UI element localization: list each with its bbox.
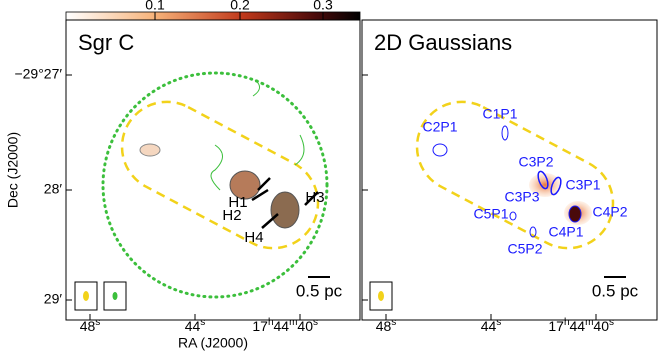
gaussian-label: C3P1 bbox=[565, 177, 600, 193]
tick-part: h bbox=[268, 317, 274, 328]
gaussian-label: C5P2 bbox=[507, 241, 542, 257]
panel-frame bbox=[361, 19, 658, 321]
beam-box bbox=[103, 281, 127, 311]
gaussian-label: C5P1 bbox=[473, 206, 508, 222]
gaussian-label: C2P1 bbox=[422, 119, 457, 135]
colorbar-tick-label: 0.2 bbox=[230, 0, 250, 13]
source-label: H3 bbox=[305, 189, 324, 206]
beam-box bbox=[74, 281, 98, 311]
tick-part: 48 bbox=[376, 318, 392, 334]
scale-label: 0.5 pc bbox=[592, 281, 639, 300]
colorbar bbox=[65, 11, 361, 21]
scale-label: 0.5 pc bbox=[296, 281, 343, 300]
y-tick-label: −29°27′ bbox=[14, 66, 62, 82]
x-tick-label: 17h44m40s bbox=[252, 317, 318, 334]
blob bbox=[529, 173, 561, 197]
source-label: H2 bbox=[222, 207, 241, 224]
gaussian bbox=[432, 143, 448, 157]
y-axis-label: Dec (J2000) bbox=[5, 132, 21, 208]
x-tick-label: 17h44m40s bbox=[548, 317, 614, 334]
circle bbox=[101, 71, 329, 299]
tick-part: 44 bbox=[274, 318, 290, 334]
panels bbox=[65, 19, 658, 321]
source-label: H1 bbox=[228, 194, 247, 211]
beam bbox=[83, 291, 89, 301]
beam bbox=[378, 291, 384, 301]
panel-title: Sgr C bbox=[78, 30, 134, 55]
tick-part: s bbox=[496, 317, 501, 328]
tick-part: s bbox=[313, 317, 318, 328]
gaussian bbox=[529, 226, 537, 238]
blob bbox=[229, 170, 261, 200]
y-tick-label: 29′ bbox=[44, 291, 63, 307]
blob bbox=[270, 191, 300, 229]
y-tick-label: 28′ bbox=[44, 181, 63, 197]
gaussian bbox=[568, 205, 582, 223]
blob bbox=[139, 143, 161, 157]
tick-part: s bbox=[200, 317, 205, 328]
pill bbox=[415, 100, 615, 250]
panel-title: 2D Gaussians bbox=[374, 30, 512, 55]
tick-part: 17 bbox=[548, 318, 564, 334]
gaussian bbox=[501, 125, 509, 141]
gaussian-label: C1P1 bbox=[482, 106, 517, 122]
tick-part: 40 bbox=[593, 318, 609, 334]
panel-frame bbox=[65, 19, 361, 321]
x-tick-label: 44s bbox=[481, 317, 502, 334]
gaussian bbox=[537, 170, 549, 190]
tick-part: 44 bbox=[481, 318, 497, 334]
tick-part: 44 bbox=[185, 318, 201, 334]
tick-part: s bbox=[609, 317, 614, 328]
x-axis-label: RA (J2000) bbox=[178, 335, 248, 351]
tick-part: m bbox=[585, 317, 593, 328]
gaussian bbox=[550, 176, 562, 196]
arrow bbox=[251, 177, 319, 229]
tick-part: 48 bbox=[80, 318, 96, 334]
x-tick-label: 44s bbox=[185, 317, 206, 334]
tick-part: s bbox=[95, 317, 100, 328]
x-tick-label: 48s bbox=[376, 317, 397, 334]
gaussian-label: C3P2 bbox=[518, 154, 553, 170]
gaussian-label: C4P2 bbox=[592, 204, 627, 220]
tick-part: 40 bbox=[297, 318, 313, 334]
tick-part: s bbox=[391, 317, 396, 328]
gaussian-label: C3P3 bbox=[504, 189, 539, 205]
x-tick-label: 48s bbox=[80, 317, 101, 334]
colorbar-tick-label: 0.1 bbox=[145, 0, 165, 13]
tick-part: 44 bbox=[570, 318, 586, 334]
colorbar-tick-label: 0.3 bbox=[313, 0, 333, 13]
beam bbox=[112, 292, 118, 300]
contour bbox=[210, 79, 305, 191]
tick-part: m bbox=[289, 317, 297, 328]
tick-part: h bbox=[564, 317, 570, 328]
gaussian bbox=[509, 211, 517, 221]
tick-part: 17 bbox=[252, 318, 268, 334]
beam-box bbox=[369, 281, 393, 311]
pill bbox=[120, 100, 320, 250]
source-label: H4 bbox=[244, 229, 263, 246]
gaussian-label: C4P1 bbox=[548, 224, 583, 240]
